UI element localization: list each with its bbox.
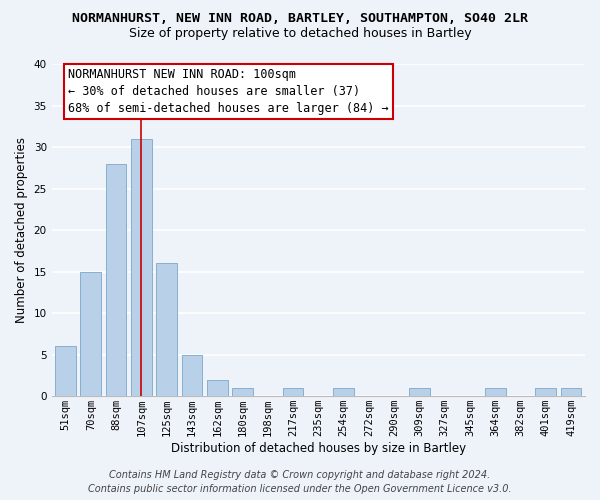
Text: NORMANHURST, NEW INN ROAD, BARTLEY, SOUTHAMPTON, SO40 2LR: NORMANHURST, NEW INN ROAD, BARTLEY, SOUT… bbox=[72, 12, 528, 26]
Text: NORMANHURST NEW INN ROAD: 100sqm
← 30% of detached houses are smaller (37)
68% o: NORMANHURST NEW INN ROAD: 100sqm ← 30% o… bbox=[68, 68, 389, 115]
Bar bbox=[409, 388, 430, 396]
Bar bbox=[561, 388, 581, 396]
Text: Size of property relative to detached houses in Bartley: Size of property relative to detached ho… bbox=[128, 28, 472, 40]
Text: Contains HM Land Registry data © Crown copyright and database right 2024.
Contai: Contains HM Land Registry data © Crown c… bbox=[88, 470, 512, 494]
Bar bbox=[80, 272, 101, 396]
Bar bbox=[131, 138, 152, 396]
Bar bbox=[55, 346, 76, 396]
X-axis label: Distribution of detached houses by size in Bartley: Distribution of detached houses by size … bbox=[171, 442, 466, 455]
Bar bbox=[283, 388, 304, 396]
Bar bbox=[207, 380, 227, 396]
Bar bbox=[106, 164, 127, 396]
Bar bbox=[232, 388, 253, 396]
Bar bbox=[535, 388, 556, 396]
Bar bbox=[157, 264, 177, 396]
Bar bbox=[485, 388, 506, 396]
Bar bbox=[182, 354, 202, 396]
Bar bbox=[333, 388, 354, 396]
Y-axis label: Number of detached properties: Number of detached properties bbox=[15, 137, 28, 323]
